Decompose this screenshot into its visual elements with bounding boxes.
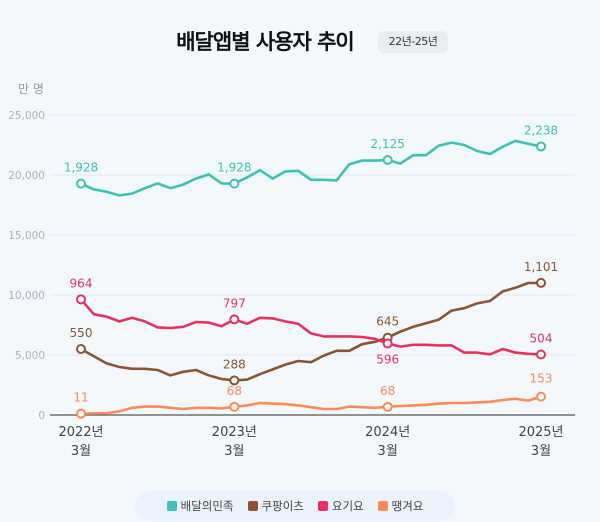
data-point-marker xyxy=(536,349,546,360)
x-tick-month: 3월 xyxy=(224,444,244,459)
y-tick-label: 10,000 xyxy=(8,290,45,302)
legend-item-baemin: 배달의민족 xyxy=(166,498,234,514)
x-tick-month: 3월 xyxy=(378,444,398,459)
legend-swatch xyxy=(377,501,388,511)
series-line-0 xyxy=(80,139,542,197)
x-tick-year: 2022년 xyxy=(58,425,103,440)
legend-label: 쿠팡이츠 xyxy=(261,499,304,513)
data-label: 645 xyxy=(376,315,399,329)
data-point-marker xyxy=(76,178,86,189)
y-tick-label: 5,000 xyxy=(15,350,45,362)
data-label: 964 xyxy=(70,276,93,290)
legend-swatch xyxy=(247,501,258,511)
data-point-marker xyxy=(76,344,86,354)
y-axis-unit: 만 명 xyxy=(18,82,44,96)
x-tick-year: 2024년 xyxy=(365,425,410,440)
data-label: 11 xyxy=(73,391,88,405)
series-line-3 xyxy=(80,395,542,415)
series-line-1 xyxy=(80,281,542,382)
chart-title: 배달앱별 사용자 추이 xyxy=(176,30,355,54)
data-point-marker xyxy=(229,314,240,325)
data-point-marker xyxy=(229,178,240,189)
x-tick-year: 2023년 xyxy=(212,425,257,440)
data-label: 550 xyxy=(70,326,93,340)
legend-label: 요기요 xyxy=(331,499,364,513)
data-label: 1,101 xyxy=(524,260,558,274)
data-point-marker xyxy=(229,375,240,386)
legend-swatch xyxy=(317,501,328,511)
data-point-marker xyxy=(382,401,393,412)
y-tick-label: 0 xyxy=(38,410,45,422)
data-label: 1,928 xyxy=(64,161,98,175)
x-tick-year: 2025년 xyxy=(518,425,563,440)
legend-item-ddangyo: 땡겨요 xyxy=(377,498,424,514)
y-tick-label: 25,000 xyxy=(8,110,45,122)
x-tick-month: 3월 xyxy=(531,444,551,459)
data-point-marker xyxy=(382,338,393,349)
data-label: 596 xyxy=(376,352,399,366)
series-line-2 xyxy=(80,298,542,356)
legend-item-coupangeats: 쿠팡이츠 xyxy=(247,498,304,514)
legend: 배달의민족 쿠팡이츠 요기요 땡겨요 xyxy=(135,491,455,521)
data-label: 504 xyxy=(530,332,553,346)
data-point-marker xyxy=(76,408,86,419)
data-label: 797 xyxy=(223,296,246,310)
data-label: 1,928 xyxy=(217,161,251,175)
data-point-marker xyxy=(382,155,393,165)
y-tick-label: 15,000 xyxy=(8,230,45,242)
legend-swatch xyxy=(166,501,177,511)
data-label: 2,238 xyxy=(524,123,558,137)
x-tick-month: 3월 xyxy=(71,444,91,459)
data-label: 153 xyxy=(530,372,553,386)
data-point-marker xyxy=(229,401,240,412)
data-point-marker xyxy=(536,277,546,288)
data-label: 68 xyxy=(227,384,242,398)
y-tick-label: 20,000 xyxy=(8,170,45,182)
data-point-marker xyxy=(536,391,546,402)
data-label: 2,125 xyxy=(370,137,404,151)
legend-item-yogiyo: 요기요 xyxy=(317,498,364,514)
data-point-marker xyxy=(76,294,86,305)
period-badge: 22년-25년 xyxy=(378,31,448,53)
data-label: 68 xyxy=(380,384,395,398)
legend-label: 배달의민족 xyxy=(180,499,234,513)
legend-label: 땡겨요 xyxy=(391,499,424,513)
data-label: 288 xyxy=(223,357,246,371)
data-point-marker xyxy=(536,141,546,152)
